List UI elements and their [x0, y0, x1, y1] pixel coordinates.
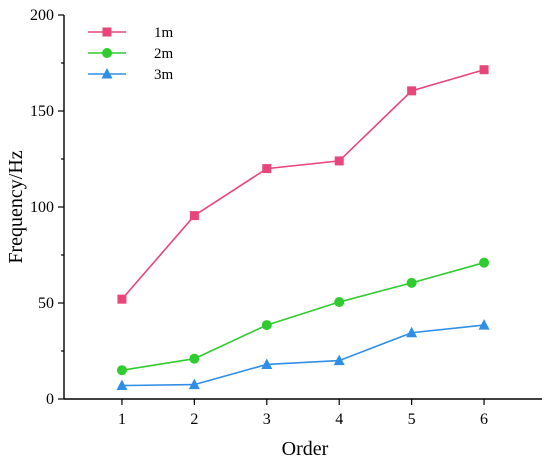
data-point	[117, 294, 127, 304]
data-point	[479, 65, 489, 75]
data-point	[334, 156, 344, 166]
x-tick-label: 6	[480, 411, 488, 428]
legend-marker	[102, 27, 112, 37]
y-tick-label: 200	[30, 7, 54, 24]
legend-label: 3m	[154, 67, 174, 83]
legend-label: 1m	[154, 25, 174, 41]
y-tick-label: 150	[30, 103, 54, 120]
data-point	[261, 358, 273, 369]
series-line	[121, 324, 485, 387]
x-tick-label: 4	[335, 411, 343, 428]
data-point	[334, 297, 345, 308]
legend-item: 1m	[88, 25, 174, 41]
x-tick-label: 2	[190, 411, 198, 428]
x-axis-title: Order	[282, 438, 329, 460]
data-point	[116, 365, 127, 376]
legend-marker	[102, 48, 112, 58]
data-point	[262, 164, 272, 174]
data-point	[406, 326, 418, 338]
x-tick-label: 3	[263, 411, 271, 428]
data-point	[406, 277, 417, 288]
series-line	[121, 261, 485, 371]
series-line	[121, 68, 485, 300]
y-tick-label: 0	[46, 391, 54, 408]
series-3m	[116, 319, 490, 391]
data-point	[333, 354, 345, 366]
legend-item: 2m	[88, 46, 174, 62]
data-point	[189, 353, 200, 364]
y-tick-label: 50	[38, 295, 54, 312]
y-axis-title: Frequency/Hz	[5, 150, 27, 263]
series-2m	[116, 257, 490, 376]
data-point	[189, 211, 199, 221]
legend: 1m 2m 3m	[88, 25, 174, 83]
data-point	[479, 257, 490, 268]
series-1m	[117, 65, 489, 304]
data-point	[407, 86, 417, 96]
data-point	[116, 379, 128, 391]
series-layer	[116, 65, 490, 391]
x-tick-label: 5	[408, 411, 416, 428]
data-point	[261, 320, 272, 331]
data-point	[188, 378, 200, 390]
data-point	[478, 319, 490, 330]
y-tick-label: 100	[30, 199, 54, 216]
legend-label: 2m	[154, 46, 174, 62]
x-tick-label: 1	[118, 411, 126, 428]
legend-marker	[101, 68, 113, 79]
legend-item: 3m	[88, 67, 174, 83]
axes: 0 50 100 150 200 1 2 3 4 5 6 Order Frequency/Hz	[5, 7, 542, 460]
